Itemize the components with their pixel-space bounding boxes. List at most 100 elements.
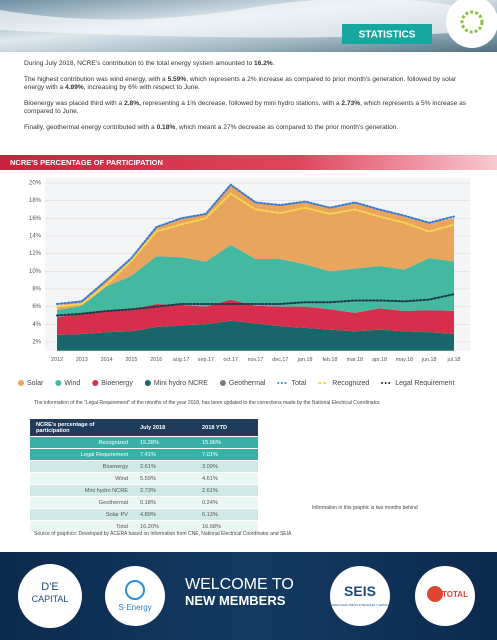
text: , which represents a 2% increase as comp… xyxy=(24,75,457,92)
line xyxy=(56,192,455,308)
section-bar: NCRE'S PERCENTAGE OF PARTICIPATION xyxy=(0,155,497,170)
paragraph: The highest contribution was wind energy… xyxy=(24,76,474,93)
logo-text: TOTAL xyxy=(442,590,468,599)
cell: 0.24% xyxy=(196,497,258,508)
area xyxy=(57,184,454,311)
legend-marker xyxy=(144,380,151,386)
cell: 16.20% xyxy=(134,521,196,532)
legend-marker xyxy=(219,380,226,386)
cell: Total xyxy=(30,521,134,532)
y-tick-label: 14% xyxy=(29,234,42,240)
x-tick-label: 2012 xyxy=(51,357,63,363)
highlight: 0.18% xyxy=(156,123,176,131)
x-tick-label: jun.18 xyxy=(421,357,437,363)
header-cell: NCRE's percentage of participation xyxy=(30,419,134,436)
header-image: STATISTICS xyxy=(0,0,497,52)
logo xyxy=(460,10,484,34)
row: Wind 5.59% 4.61% xyxy=(30,473,258,484)
legend-marker xyxy=(18,380,24,386)
cell: Geothermal xyxy=(30,497,134,508)
legend-label: Mini hydro NCRE xyxy=(154,380,208,387)
x-tick-label: feb.18 xyxy=(322,357,337,363)
y-tick-label: 16% xyxy=(29,216,42,222)
y-tick-label: 8% xyxy=(32,287,41,293)
y-tick-label: 4% xyxy=(32,322,41,328)
legend-label: Legal Requirement xyxy=(395,380,454,387)
logo-circle xyxy=(330,566,390,626)
footer: D'E CAPITAL S·Energy WELCOME TO NEW MEMB… xyxy=(0,552,497,640)
intro: During July 2018, NCRE's contribution to… xyxy=(24,60,474,140)
paragraph: Finally, geothermal energy contributed w… xyxy=(24,124,474,133)
line xyxy=(56,183,455,305)
y-tick-label: 6% xyxy=(32,304,41,310)
section-label: STATISTICS xyxy=(359,30,416,41)
cell: 2.61% xyxy=(196,485,258,496)
logo-text: D'E xyxy=(41,581,58,593)
row: Bioenergy 2.61% 3.09% xyxy=(30,461,258,472)
legend-label: Wind xyxy=(64,380,80,387)
logo xyxy=(427,586,443,602)
cell: 2.73% xyxy=(134,485,196,496)
section-box xyxy=(342,24,432,44)
cell: 3.09% xyxy=(196,461,258,472)
area xyxy=(57,244,454,318)
text: . xyxy=(272,60,275,67)
line xyxy=(56,293,455,317)
row: Mini hydro NCRE 2.73% 2.61% xyxy=(30,485,258,496)
x-tick-label: mar.18 xyxy=(347,357,363,363)
y-tick-label: 10% xyxy=(29,269,42,275)
table: NCRE's percentage of participation July 2… xyxy=(30,418,258,533)
text: , increasing by 6% with respect to June. xyxy=(83,84,200,92)
header-row: NCRE's percentage of participation July 2… xyxy=(30,419,258,436)
table-note: Information in this graphic is two month… xyxy=(312,505,418,511)
legend-label: Recognized xyxy=(332,380,369,387)
cell: Recognized xyxy=(30,437,134,448)
highlight: 5.59% xyxy=(167,75,187,83)
highlight: 4.89% xyxy=(65,84,84,92)
legend-label: Geothermal xyxy=(229,380,266,387)
note: The information of the "Legal Requiremen… xyxy=(34,400,381,406)
y-tick-label: 2% xyxy=(32,340,41,346)
logo-circle xyxy=(18,564,82,628)
area xyxy=(57,299,454,335)
text: Bioenergy was placed third with a xyxy=(24,99,125,107)
text: , which represents a 5% increase as comp… xyxy=(24,99,467,116)
cell: 5.59% xyxy=(134,473,196,484)
y-tick-label: 12% xyxy=(29,251,42,257)
x-tick-label: may.18 xyxy=(396,357,413,363)
text: The highest contribution was wind energy… xyxy=(24,75,168,83)
legend-label: Bioenergy xyxy=(101,380,133,387)
cell: Bioenergy xyxy=(30,461,134,472)
footer-background xyxy=(0,552,497,640)
cell: 16.68% xyxy=(196,521,258,532)
y-tick-label: 20% xyxy=(29,181,42,187)
cell: Solar PV xyxy=(30,509,134,520)
x-tick-label: oct.17 xyxy=(223,357,238,363)
logo-text: SISTEMAS ELÉCTRICOS INTEGRALES Y SERVICI… xyxy=(328,602,393,607)
cell: 6.13% xyxy=(196,509,258,520)
cell: 0.18% xyxy=(134,497,196,508)
text: , which meant a 27% decrease as compared… xyxy=(175,123,399,131)
logo-text: CAPITAL xyxy=(32,594,69,604)
legend-label: Total xyxy=(291,380,306,387)
x-tick-label: dec.17 xyxy=(272,357,288,363)
section-title: NCRE'S PERCENTAGE OF PARTICIPATION xyxy=(10,158,163,167)
cell: Legal Requirement xyxy=(30,449,134,460)
paragraph: During July 2018, NCRE's contribution to… xyxy=(24,60,474,69)
cell: 15.96% xyxy=(196,437,258,448)
x-tick-label: jul.18 xyxy=(447,357,461,363)
text: representing a 1% decrease, followed by … xyxy=(140,99,342,107)
legend-marker xyxy=(92,380,99,386)
cell: 2.61% xyxy=(134,461,196,472)
cell: 7.01% xyxy=(196,449,258,460)
chart: 2% 4% 6% 8% 10% 12% 14% 16% 18% 20% 2012 2013 2014 20… xyxy=(18,177,470,387)
legend-label: Solar xyxy=(27,380,44,387)
logo-circle xyxy=(446,0,497,48)
row: Legal Requirement 7.41% 7.01% xyxy=(30,449,258,460)
x-tick-label: apr.18 xyxy=(372,357,387,363)
banner-text: NEW MEMBERS xyxy=(185,593,286,608)
highlight: 16.2% xyxy=(253,60,273,67)
text: Finally, geothermal energy contributed w… xyxy=(24,123,157,131)
logo-circle xyxy=(105,566,165,626)
